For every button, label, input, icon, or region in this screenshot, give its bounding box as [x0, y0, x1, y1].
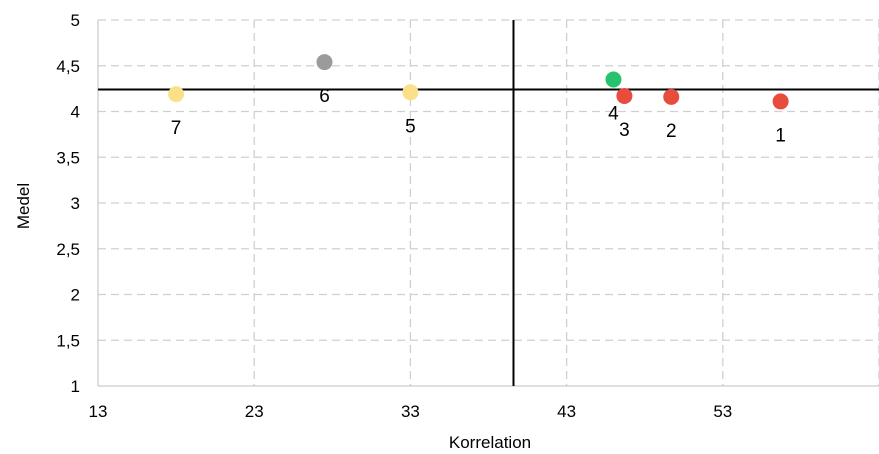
data-label-5: 5 [405, 116, 416, 137]
data-point-3 [616, 87, 633, 104]
y-tick-label: 3 [71, 194, 80, 213]
x-axis-title: Korrelation [449, 433, 531, 452]
y-tick-label: 3,5 [56, 148, 80, 167]
y-tick-label: 2,5 [56, 240, 80, 259]
x-tick-label: 33 [401, 402, 420, 421]
x-tick-label: 13 [89, 402, 108, 421]
reference-lines [98, 20, 879, 386]
data-label-4: 4 [608, 103, 619, 124]
axes [97, 20, 879, 387]
data-label-2: 2 [666, 121, 677, 142]
y-tick-label: 5 [71, 11, 80, 30]
x-tick-label: 53 [713, 402, 732, 421]
x-tick-labels: 13 23 33 43 53 [89, 402, 733, 421]
data-point-6 [316, 54, 333, 71]
data-point-1 [772, 93, 789, 110]
y-tick-label: 4 [71, 103, 80, 122]
data-point-4 [605, 71, 622, 88]
y-tick-label: 1,5 [56, 331, 80, 350]
data-points [168, 54, 789, 110]
data-point-5 [402, 84, 419, 101]
data-label-3: 3 [619, 120, 630, 141]
y-tick-labels: 1 1,5 2 2,5 3 3,5 4 4,5 5 [56, 11, 80, 396]
y-tick-label: 1 [71, 377, 80, 396]
x-tick-label: 43 [557, 402, 576, 421]
grid [98, 19, 879, 386]
x-tick-label: 23 [245, 402, 264, 421]
data-labels: 1 2 34 5 6 7 [171, 86, 786, 146]
data-point-2 [663, 88, 680, 105]
data-point-7 [168, 86, 185, 103]
data-label-1: 1 [775, 125, 786, 146]
y-axis-title: Medel [14, 183, 33, 229]
y-tick-label: 2 [71, 286, 80, 305]
data-label-6: 6 [319, 86, 330, 107]
y-tick-label: 4,5 [56, 57, 80, 76]
data-label-7: 7 [171, 118, 182, 139]
